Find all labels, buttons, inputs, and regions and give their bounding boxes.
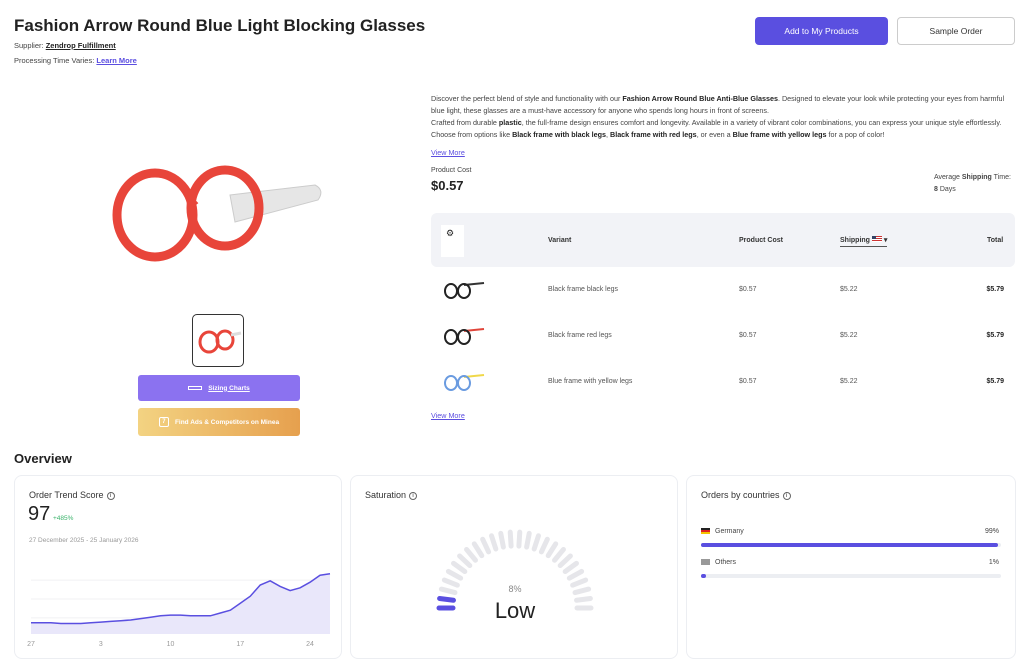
gauge-segment — [552, 546, 566, 563]
info-icon[interactable]: i — [782, 492, 791, 500]
variant-table-header — [431, 213, 1015, 267]
trend-change: +485% — [53, 515, 74, 522]
x-tick-label: 10 — [167, 641, 175, 648]
description-view-more[interactable]: View More — [431, 148, 465, 157]
gauge-segment — [557, 553, 573, 569]
gauge-segment — [545, 541, 559, 559]
variant-cost: $0.57 — [739, 286, 757, 293]
germany-bar — [701, 543, 1001, 547]
shipping-time: Average Shipping Time: 8 Days — [934, 174, 1011, 193]
gauge-segment — [445, 568, 464, 581]
gauge-segment — [574, 595, 593, 603]
gauge-segment — [507, 529, 514, 549]
gauge-segment — [441, 577, 460, 588]
product-description: Discover the perfect blend of style and … — [431, 94, 1005, 139]
trend-score: 97 — [28, 503, 51, 525]
variant-shipping: $5.22 — [840, 378, 858, 385]
variant-total: $5.79 — [986, 286, 1004, 293]
trend-line — [31, 573, 331, 625]
germany-pct: 99% — [984, 528, 999, 535]
minea-icon: 7 — [158, 417, 169, 427]
saturation-percent: 8% — [508, 584, 522, 594]
minea-ads-button[interactable]: 7 Find Ads & Competitors on Minea — [138, 408, 300, 436]
others-pct: 1% — [988, 559, 999, 566]
product-title: Fashion Arrow Round Blue Light Blocking … — [14, 16, 426, 35]
variant-total: $5.79 — [986, 332, 1004, 339]
gauge-segment — [438, 586, 458, 596]
variant-shipping: $5.22 — [840, 332, 858, 339]
variant-total: $5.79 — [986, 378, 1004, 385]
product-image — [112, 165, 322, 262]
country-others: Others — [701, 559, 736, 566]
variant-thumbnail — [444, 374, 485, 391]
gauge-segment — [531, 533, 541, 552]
gauge-segment — [451, 560, 468, 575]
gauge-segment — [464, 546, 478, 563]
gauge-segment — [516, 529, 523, 549]
trend-title: Order Trend Score i — [29, 490, 115, 500]
sizing-charts-button[interactable]: Sizing Charts — [138, 375, 300, 401]
variant-thumbnail — [444, 328, 485, 345]
variant-shipping: $5.22 — [840, 286, 858, 293]
countries-card: Orders by countries i Germany 99% Others … — [686, 475, 1016, 659]
col-shipping-dropdown[interactable]: Shipping ▾ — [840, 236, 888, 247]
x-tick-label: 27 — [27, 641, 35, 648]
variant-thumbnail — [444, 282, 485, 299]
gauge-segment — [498, 530, 506, 550]
gauge-segment — [562, 560, 579, 575]
col-total: Total — [987, 237, 1004, 244]
countries-title: Orders by countries i — [701, 490, 791, 500]
gauge-segment — [524, 530, 532, 550]
x-tick-label: 24 — [306, 641, 314, 648]
saturation-level: Low — [494, 598, 536, 623]
add-to-products-button[interactable]: Add to My Products — [755, 17, 888, 45]
info-icon[interactable]: i — [106, 492, 115, 500]
us-flag-icon — [871, 236, 882, 242]
col-product-cost: Product Cost — [739, 237, 783, 244]
info-icon[interactable]: i — [409, 492, 418, 500]
germany-flag-icon — [701, 528, 710, 534]
supplier-link[interactable]: Zendrop Fulfillment — [45, 41, 116, 50]
overview-title: Overview — [14, 451, 72, 466]
variant-name: Black frame black legs — [548, 286, 619, 293]
globe-icon — [701, 559, 710, 565]
learn-more-link[interactable]: Learn More — [96, 56, 137, 65]
gauge-segment — [480, 536, 492, 555]
gauge-segment — [437, 595, 456, 603]
saturation-title: Saturation i — [365, 490, 418, 500]
order-trend-card: Order Trend Score i 97 +485% 27 December … — [14, 475, 342, 659]
processing-line: Processing Time Varies: Learn More — [14, 56, 137, 65]
ruler-icon — [188, 386, 203, 390]
x-tick-label: 17 — [236, 641, 244, 648]
gauge-segment — [538, 536, 550, 555]
variant-name: Blue frame with yellow legs — [548, 378, 633, 385]
gauge-segment — [566, 568, 585, 581]
gauge-segment — [457, 553, 473, 569]
country-germany: Germany — [701, 528, 744, 535]
thumbnail[interactable] — [192, 314, 244, 367]
x-tick-label: 3 — [99, 641, 103, 648]
trend-area — [31, 573, 330, 634]
col-variant: Variant — [548, 237, 572, 244]
product-cost-value: $0.57 — [431, 178, 464, 193]
settings-gear-icon[interactable]: ⚙ — [441, 225, 464, 257]
gauge-segment — [572, 586, 592, 596]
supplier-line: Supplier: Zendrop Fulfillment — [14, 41, 116, 50]
gauge-segment — [489, 533, 499, 552]
product-cost-label: Product Cost — [431, 167, 472, 174]
gauge-segment — [570, 577, 589, 588]
variant-cost: $0.57 — [739, 332, 757, 339]
variants-view-more[interactable]: View More — [431, 411, 465, 420]
saturation-gauge — [436, 529, 594, 611]
others-bar — [701, 574, 1001, 578]
variant-cost: $0.57 — [739, 378, 757, 385]
sample-order-button[interactable]: Sample Order — [897, 17, 1015, 45]
trend-date-range: 27 December 2025 - 25 January 2026 — [29, 537, 139, 544]
gauge-segment — [471, 541, 485, 559]
variant-name: Black frame red legs — [548, 332, 612, 339]
saturation-card: Saturation i 8% Low — [350, 475, 678, 659]
trend-chart: 27 3 10 17 24 — [27, 573, 331, 648]
